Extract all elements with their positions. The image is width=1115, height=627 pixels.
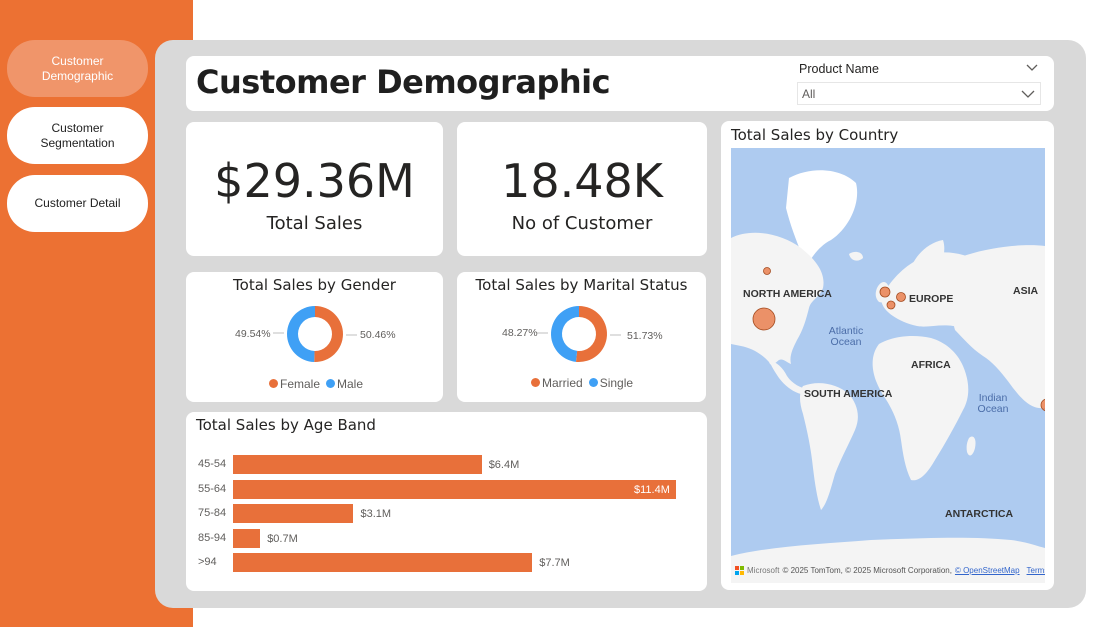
- map-label-south-america: SOUTH AMERICA: [804, 388, 893, 400]
- marital-married-pct-label: 51.73%: [627, 330, 663, 342]
- product-name-dropdown[interactable]: All: [797, 82, 1041, 105]
- bar-value-label: $3.1M: [360, 508, 392, 520]
- donut-slice-female[interactable]: [314, 306, 343, 362]
- map-label-indian-ocean: Indian Ocean: [977, 392, 1009, 415]
- chevron-down-icon[interactable]: [1020, 87, 1036, 101]
- bar-7584[interactable]: [233, 504, 354, 523]
- marital-donut-chart: [537, 306, 621, 362]
- terms-link[interactable]: Terms: [1026, 566, 1045, 575]
- age-band-chart-card: Total Sales by Age Band 45-54 $6.4M 55-64 $…: [186, 412, 707, 591]
- bar-value-label: $0.7M: [267, 532, 298, 545]
- nav-customer-demographic-button[interactable]: Customer Demographic: [7, 40, 148, 97]
- gender-chart-title: Total Sales by Gender: [233, 276, 396, 294]
- age-band-chart-title: Total Sales by Age Band: [196, 416, 376, 434]
- bar-4554[interactable]: [233, 455, 482, 474]
- legend-dot-icon: [269, 379, 278, 388]
- legend-label-female: Female: [280, 377, 321, 391]
- gender-donut-chart: [273, 306, 357, 362]
- map-label-atlantic-ocean: Atlantic Ocean: [828, 325, 864, 348]
- bar-category-label: 75-84: [198, 507, 227, 519]
- title-card: Customer Demographic Product Name All: [186, 56, 1054, 111]
- gender-male-pct-label: 49.54%: [235, 328, 271, 340]
- world-map[interactable]: NORTH AMERICA EUROPE ASIA AFRICA SOUTH A…: [731, 148, 1045, 583]
- legend-dot-icon: [588, 378, 598, 387]
- chevron-down-icon[interactable]: [1024, 59, 1040, 75]
- bar-94[interactable]: [233, 553, 533, 572]
- marital-chart-card: Total Sales by Marital Status 48.27% 51.…: [457, 272, 706, 402]
- donut-slice-married[interactable]: [575, 306, 607, 362]
- map-label-europe: EUROPE: [909, 293, 954, 305]
- total-sales-card: $29.36M Total Sales: [186, 122, 443, 256]
- total-sales-value: $29.36M: [214, 154, 415, 208]
- donut-slice-single[interactable]: [550, 306, 579, 362]
- legend-label-married: Married: [542, 376, 583, 390]
- legend-dot-icon: [326, 379, 336, 388]
- map-label-asia: ASIA: [1013, 285, 1039, 297]
- page-title: Customer Demographic: [196, 63, 611, 101]
- openstreetmap-link[interactable]: © OpenStreetMap: [954, 566, 1020, 575]
- bar-category-label: >94: [198, 556, 217, 568]
- gender-chart-card: Total Sales by Gender 49.54% 50.46% Fema…: [186, 272, 443, 402]
- marital-single-pct-label: 48.27%: [502, 327, 538, 339]
- nav-customer-detail-button[interactable]: Customer Detail: [7, 175, 148, 232]
- bar-value-label: $6.4M: [488, 459, 520, 471]
- legend-item-male[interactable]: Male: [326, 377, 363, 391]
- nav-customer-segmentation-button[interactable]: Customer Segmentation: [7, 107, 148, 164]
- legend-label-male: Male: [337, 377, 364, 391]
- gender-legend: Female Male: [269, 377, 363, 391]
- customer-count-label: No of Customer: [511, 213, 653, 234]
- bar-value-label: $11.4M: [634, 483, 670, 496]
- legend-label-single: Single: [599, 376, 634, 390]
- donut-slice-male[interactable]: [286, 306, 315, 362]
- map-attribution-brand: Microsoft: [747, 566, 780, 575]
- map-attribution-text: © 2025 TomTom, © 2025 Microsoft Corporat…: [782, 566, 952, 575]
- bar-category-label: 85-94: [198, 531, 227, 544]
- total-sales-label: Total Sales: [266, 213, 363, 234]
- map-title: Total Sales by Country: [731, 126, 899, 144]
- customer-count-value: 18.48K: [501, 154, 663, 208]
- map-label-north-america: NORTH AMERICA: [743, 288, 832, 300]
- legend-item-married[interactable]: Married: [531, 376, 583, 390]
- legend-dot-icon: [531, 378, 540, 387]
- map-label-africa: AFRICA: [911, 359, 951, 371]
- microsoft-logo-icon: [735, 566, 744, 575]
- customer-count-card: 18.48K No of Customer: [457, 122, 707, 256]
- bar-8594[interactable]: [233, 528, 261, 548]
- legend-item-single[interactable]: Single: [588, 376, 634, 390]
- slicer-label: Product Name: [799, 62, 879, 76]
- marital-legend: Married Single: [531, 376, 633, 390]
- marital-chart-title: Total Sales by Marital Status: [475, 276, 688, 294]
- map-label-antarctica: ANTARCTICA: [945, 508, 1014, 520]
- slicer-selected-value: All: [802, 87, 816, 101]
- map-attribution: Microsoft © 2025 TomTom, © 2025 Microsof…: [735, 566, 1045, 575]
- bar-category-label: 45-54: [198, 458, 227, 470]
- gender-female-pct-label: 50.46%: [360, 329, 396, 341]
- map-land-layer: [731, 170, 1045, 583]
- bar-category-label: 55-64: [198, 482, 227, 495]
- bar-5564[interactable]: [233, 479, 676, 499]
- bar-value-label: $7.7M: [539, 557, 570, 569]
- legend-item-female[interactable]: Female: [269, 377, 320, 391]
- map-card: Total Sales by Country: [721, 121, 1054, 590]
